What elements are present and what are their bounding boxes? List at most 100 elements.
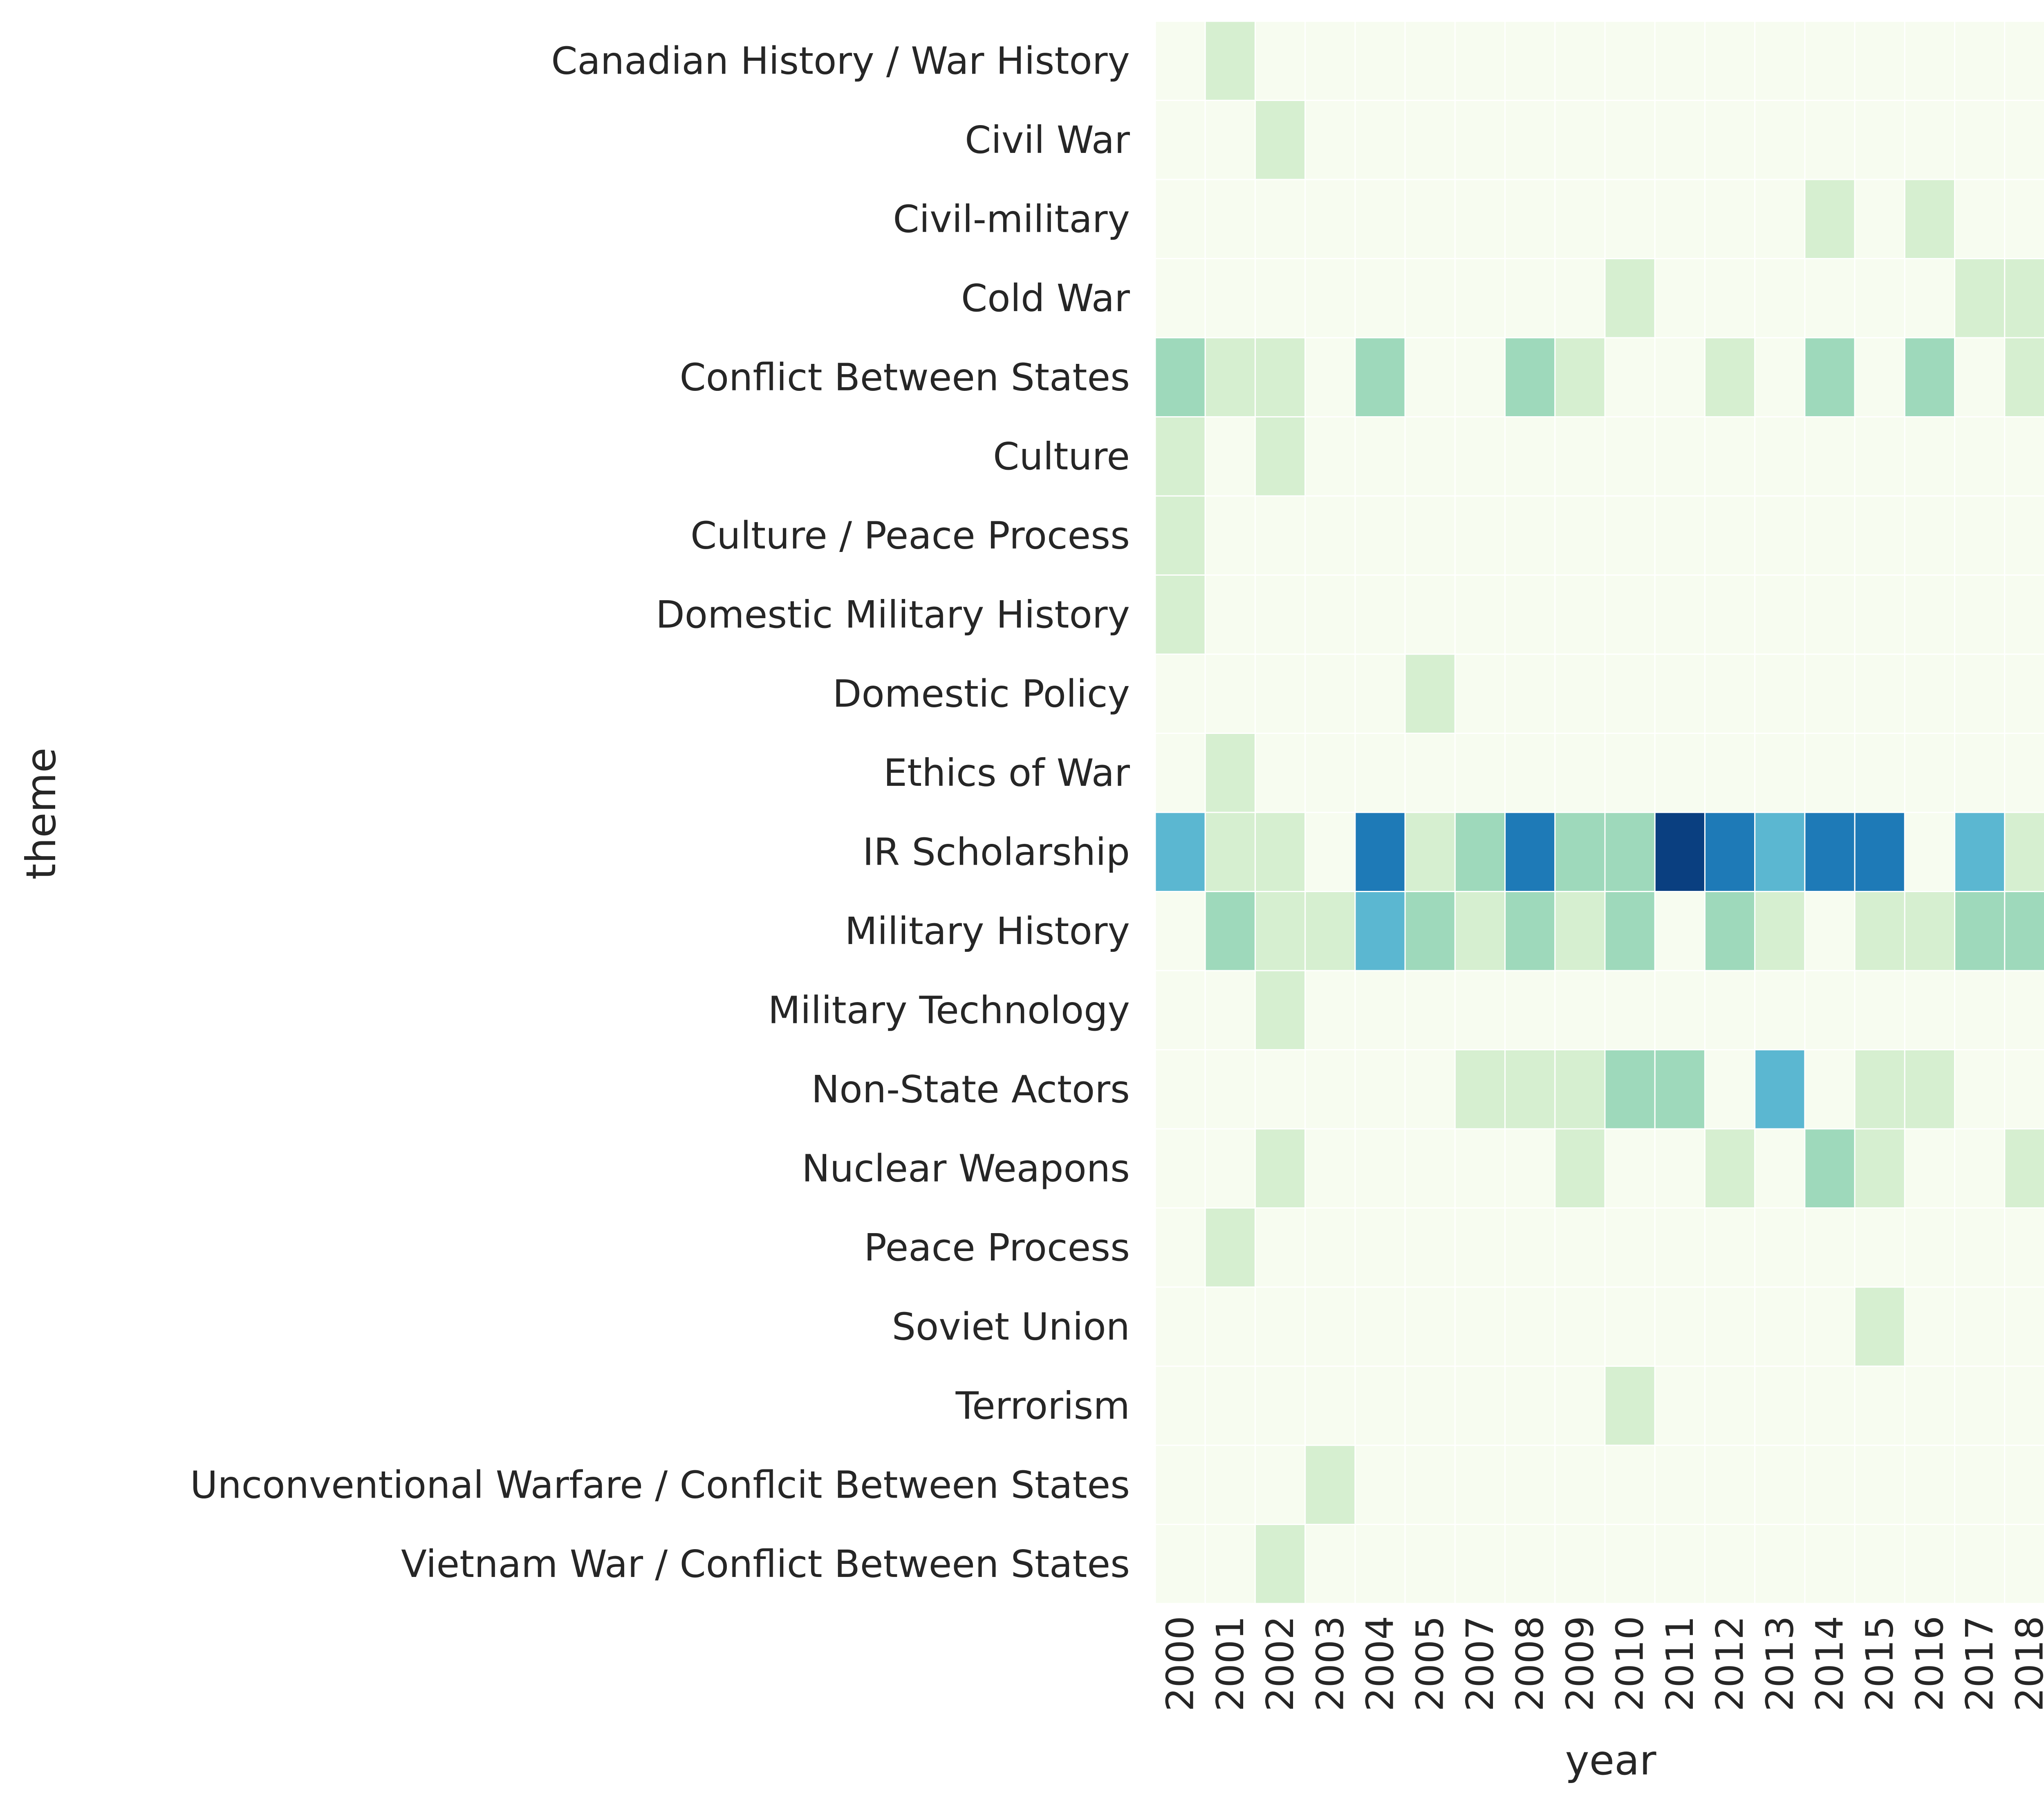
heatmap-cell xyxy=(1204,812,1256,892)
y-tick-label: Non-State Actors xyxy=(811,1068,1130,1111)
heatmap-cell xyxy=(1904,495,1956,576)
heatmap-cell xyxy=(1654,970,1706,1050)
heatmap-cell xyxy=(1204,574,1256,655)
heatmap-cell xyxy=(1954,1366,2006,1446)
heatmap-cell xyxy=(1954,733,2006,813)
heatmap-cell xyxy=(1354,1524,1406,1604)
y-tick-label: Culture / Peace Process xyxy=(690,514,1130,557)
heatmap-cell xyxy=(1704,812,1756,892)
heatmap-cell xyxy=(1254,258,1306,339)
heatmap-cell xyxy=(1204,653,1256,734)
heatmap-cell xyxy=(1554,812,1606,892)
heatmap-cell xyxy=(1604,574,1656,655)
heatmap-cell xyxy=(1754,891,1806,971)
heatmap-cell xyxy=(1704,20,1756,101)
heatmap-cell xyxy=(1604,258,1656,339)
heatmap-cell xyxy=(1604,733,1656,813)
heatmap-cell xyxy=(1354,1366,1406,1446)
heatmap-cell xyxy=(1804,1366,1856,1446)
heatmap-cell xyxy=(1854,970,1905,1050)
heatmap-cell xyxy=(1904,812,1956,892)
heatmap-cell xyxy=(1654,812,1706,892)
heatmap-cell xyxy=(1154,1128,1206,1209)
y-tick-label: Military History xyxy=(845,909,1130,953)
heatmap-cell xyxy=(1404,258,1456,339)
heatmap-cell xyxy=(1604,179,1656,259)
heatmap-cell xyxy=(1704,1049,1756,1130)
heatmap-cell xyxy=(1854,812,1905,892)
heatmap-cell xyxy=(1604,495,1656,576)
heatmap-cell xyxy=(1704,970,1756,1050)
heatmap-cell xyxy=(1254,574,1306,655)
heatmap-cell xyxy=(1554,1444,1606,1525)
heatmap-cell xyxy=(1154,1286,1206,1367)
heatmap-cell xyxy=(1954,20,2006,101)
heatmap-cell xyxy=(1754,1444,1806,1525)
heatmap-cell xyxy=(2004,416,2044,497)
heatmap-cell xyxy=(1954,1207,2006,1288)
heatmap-cell xyxy=(1404,891,1456,971)
heatmap-cell xyxy=(1304,653,1356,734)
heatmap-cell xyxy=(1204,179,1256,259)
heatmap-cell xyxy=(1304,1286,1356,1367)
heatmap-cell xyxy=(1154,416,1206,497)
heatmap-cell xyxy=(1404,574,1456,655)
heatmap-cell xyxy=(1354,653,1406,734)
heatmap-cell xyxy=(2004,653,2044,734)
heatmap-cell xyxy=(1754,100,1806,180)
heatmap-cell xyxy=(1254,495,1306,576)
heatmap-cell xyxy=(1854,733,1905,813)
heatmap-cell xyxy=(1154,1049,1206,1130)
heatmap-cell xyxy=(1804,1444,1856,1525)
x-tick-label: 2009 xyxy=(1558,1616,1602,1711)
y-tick-label: IR Scholarship xyxy=(863,830,1130,874)
y-tick-label: Domestic Military History xyxy=(656,593,1130,637)
x-tick-label: 2014 xyxy=(1808,1616,1852,1711)
heatmap-cell xyxy=(1704,1366,1756,1446)
y-axis-title: theme xyxy=(17,747,65,879)
heatmap-cell xyxy=(1204,337,1256,417)
heatmap-cell xyxy=(1154,891,1206,971)
heatmap-cell xyxy=(1504,1444,1556,1525)
heatmap-cell xyxy=(1254,1444,1306,1525)
heatmap-cell xyxy=(1404,179,1456,259)
heatmap-cell xyxy=(1504,1128,1556,1209)
heatmap-cell xyxy=(1904,1128,1956,1209)
heatmap-cell xyxy=(1754,653,1806,734)
heatmap-cell xyxy=(2004,891,2044,971)
x-tick-label: 2007 xyxy=(1458,1616,1502,1711)
heatmap-cell xyxy=(1554,574,1606,655)
heatmap-cell xyxy=(1904,337,1956,417)
x-tick-label: 2001 xyxy=(1208,1616,1252,1711)
heatmap-cell xyxy=(1654,733,1706,813)
heatmap-cell xyxy=(1804,416,1856,497)
heatmap-cell xyxy=(1154,20,1206,101)
heatmap-cell xyxy=(1154,495,1206,576)
heatmap-cell xyxy=(1404,1286,1456,1367)
heatmap-cell xyxy=(1804,574,1856,655)
x-tick-label: 2000 xyxy=(1159,1616,1202,1711)
x-tick-label: 2010 xyxy=(1608,1616,1652,1711)
y-tick-labels: Canadian History / War History Civil War C… xyxy=(190,39,1130,1586)
x-tick-label: 2018 xyxy=(2008,1616,2044,1711)
heatmap-cell xyxy=(1704,258,1756,339)
x-tick-label: 2008 xyxy=(1508,1616,1552,1711)
heatmap-cell xyxy=(1304,970,1356,1050)
heatmap-cell xyxy=(2004,1128,2044,1209)
x-tick-label: 2016 xyxy=(1908,1616,1952,1711)
heatmap-cell xyxy=(1254,891,1306,971)
heatmap-cell xyxy=(1654,891,1706,971)
heatmap-cell xyxy=(1504,733,1556,813)
heatmap-cell xyxy=(1204,416,1256,497)
heatmap-cell xyxy=(1154,100,1206,180)
heatmap-cell xyxy=(1404,733,1456,813)
heatmap-cell xyxy=(1254,1286,1306,1367)
heatmap-cell xyxy=(1204,1524,1256,1604)
heatmap-cell xyxy=(1404,1128,1456,1209)
heatmap-cell xyxy=(1204,258,1256,339)
heatmap-cell xyxy=(1604,1207,1656,1288)
heatmap-cell xyxy=(1254,733,1306,813)
heatmap-cell xyxy=(1454,337,1506,417)
heatmap-cell xyxy=(1404,100,1456,180)
heatmap-cell xyxy=(1304,733,1356,813)
